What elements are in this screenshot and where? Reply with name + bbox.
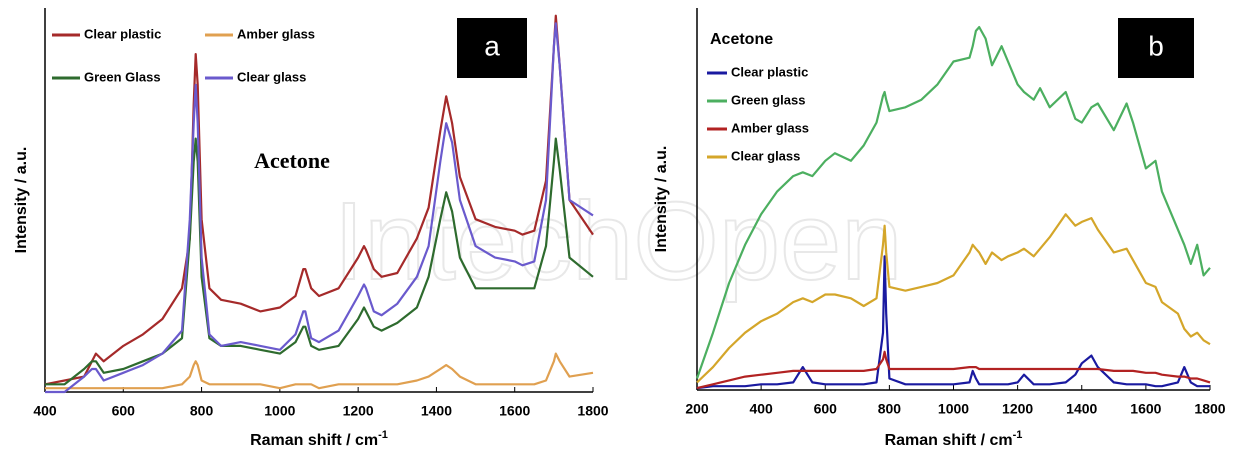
panel-label-box <box>1118 18 1194 78</box>
x-axis-title: Raman shift / cm-1 <box>885 429 1023 449</box>
x-tick-label: 800 <box>190 403 214 419</box>
x-tick-label: 1800 <box>1194 401 1225 417</box>
x-tick-label: 400 <box>749 401 773 417</box>
panel-label: b <box>1148 30 1164 61</box>
series-line <box>696 255 1210 390</box>
x-tick-label: 600 <box>112 403 136 419</box>
x-tick-label: 1600 <box>499 403 530 419</box>
x-tick-label: 1600 <box>1130 401 1161 417</box>
x-tick-label: 1400 <box>1066 401 1097 417</box>
series-line <box>695 26 1211 379</box>
panel-label-box <box>457 18 527 78</box>
x-tick-label: 1400 <box>421 403 452 419</box>
x-tick-label: 1000 <box>264 403 295 419</box>
x-tick-label: 1200 <box>1002 401 1033 417</box>
legend-label: Amber glass <box>731 120 809 135</box>
y-axis-title: Intensity / a.u. <box>653 146 670 253</box>
chart-title: Acetone <box>254 148 330 173</box>
x-tick-label: 1800 <box>577 403 608 419</box>
x-tick-label: 1000 <box>938 401 969 417</box>
legend-label: Green Glass <box>84 69 161 84</box>
chart-title: Acetone <box>710 31 773 48</box>
x-tick-label: 800 <box>878 401 902 417</box>
series-line <box>45 352 594 390</box>
x-tick-label: 200 <box>685 401 709 417</box>
x-axis-title-text: Raman shift / cm <box>250 432 378 449</box>
x-axis-title: Raman shift / cm-1 <box>250 429 388 449</box>
legend-label: Clear glass <box>731 148 800 163</box>
series-line <box>696 213 1211 384</box>
x-tick-label: 400 <box>33 403 57 419</box>
x-axis-title-sup: -1 <box>378 429 388 441</box>
series-line <box>696 350 1211 390</box>
series-line <box>44 14 594 386</box>
series-line <box>45 22 594 394</box>
legend-label: Clear plastic <box>84 26 161 41</box>
panel-label: a <box>484 30 500 61</box>
legend-label: Amber glass <box>237 26 315 41</box>
x-axis-title-sup: -1 <box>1013 429 1023 441</box>
legend-label: Green glass <box>731 92 805 107</box>
y-axis-title: Intensity / a.u. <box>13 147 30 254</box>
legend-label: Clear glass <box>237 69 306 84</box>
x-tick-label: 1200 <box>343 403 374 419</box>
watermark: IntechOpen <box>334 180 903 303</box>
x-tick-label: 600 <box>814 401 838 417</box>
legend-label: Clear plastic <box>731 64 808 79</box>
x-axis-title-text: Raman shift / cm <box>885 432 1013 449</box>
